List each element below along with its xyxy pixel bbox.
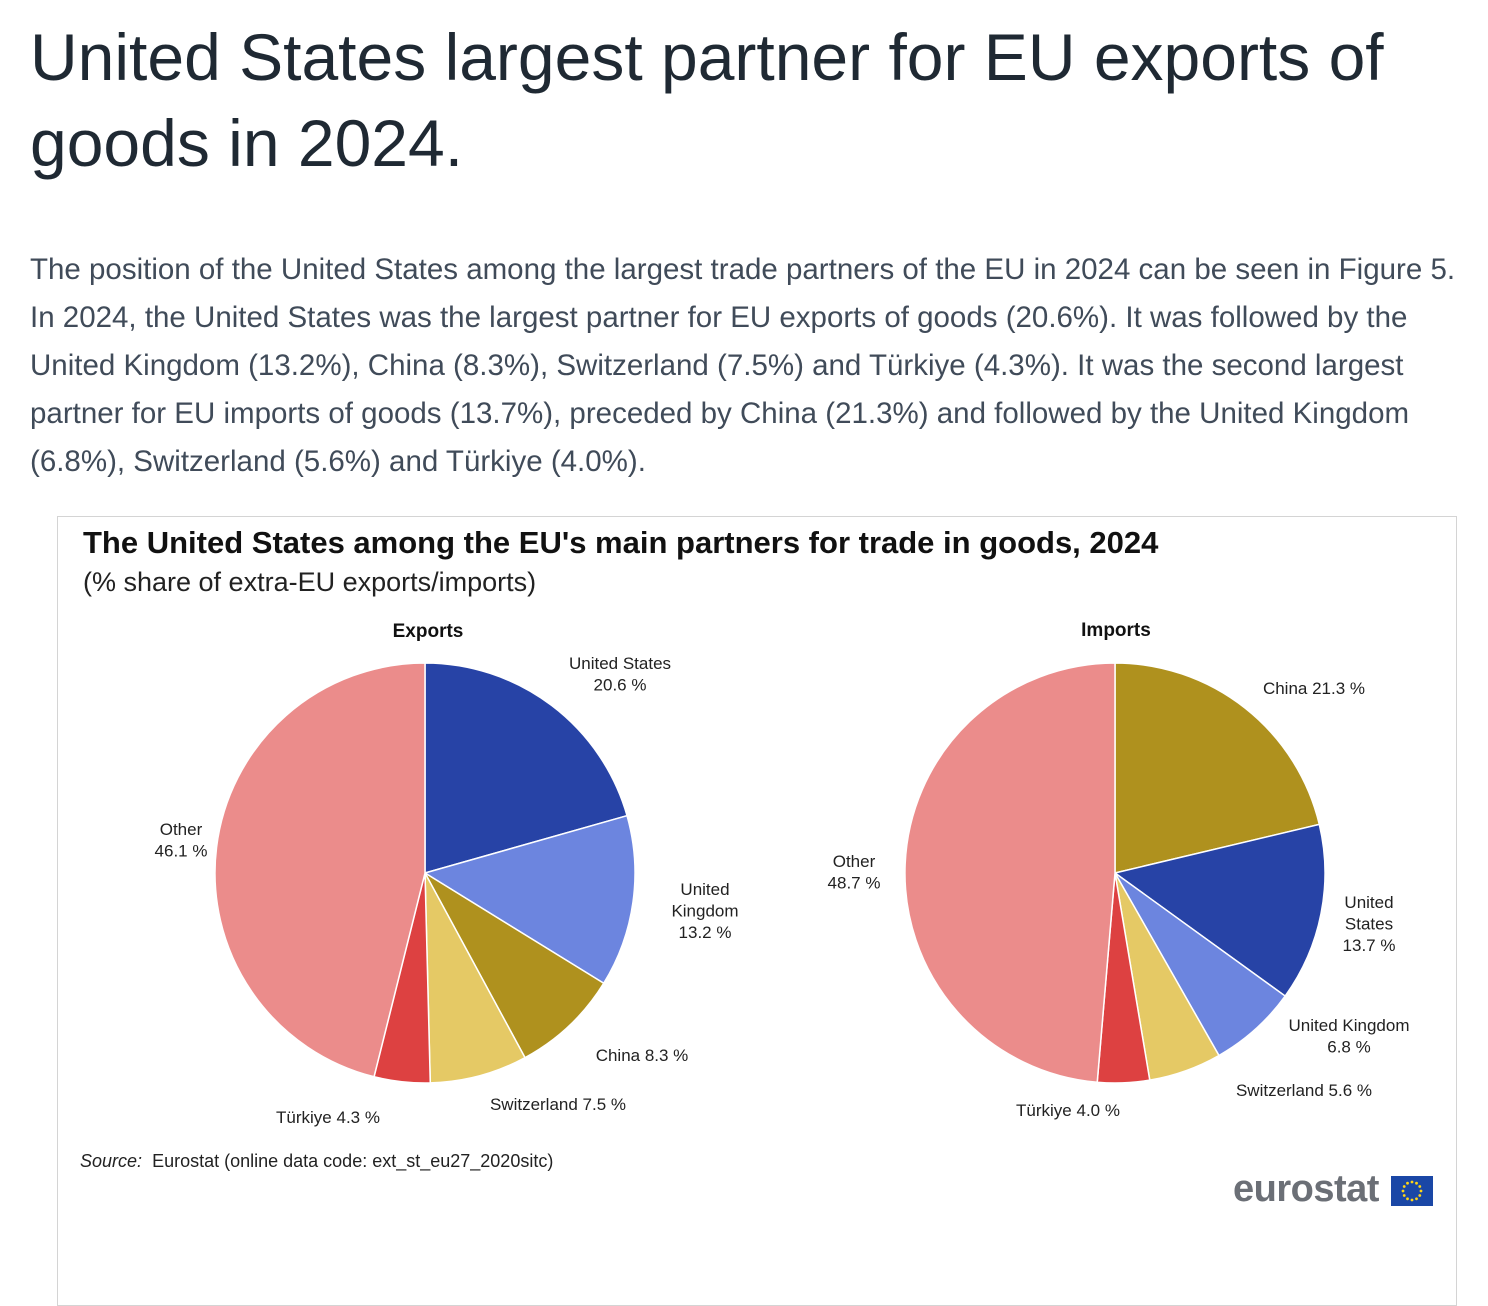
figure-card: The United States among the EU's main pa… <box>57 516 1457 1306</box>
pie-slice-exports-other <box>214 662 426 1078</box>
flag-star <box>1415 1181 1418 1185</box>
flag-star <box>1415 1197 1418 1201</box>
figure-subtitle: (% share of extra-EU exports/imports) <box>83 567 537 597</box>
flag-star <box>1402 1194 1406 1197</box>
eu-flag-icon <box>1391 1176 1433 1206</box>
flag-star <box>1401 1189 1405 1193</box>
flag-star <box>1418 1185 1422 1188</box>
pie-title-imports: Imports <box>1081 620 1151 641</box>
data-label-imports-t-rkiye: Türkiye 4.0 % <box>1016 1101 1120 1120</box>
data-label-exports-united-kingdom: United Kingdom 13.2 % <box>671 880 738 942</box>
flag-star <box>1419 1189 1423 1193</box>
flag-star <box>1406 1197 1409 1201</box>
pie-slice-exports-china <box>423 870 605 1059</box>
flag-star <box>1406 1181 1409 1185</box>
pie-slice-imports-other <box>904 662 1116 1084</box>
pie-charts: Exports United States 20.6 % United Kingdom 1… <box>155 620 1410 1127</box>
intro-paragraph: The position of the United States among … <box>30 253 1456 478</box>
pie-title-exports: Exports <box>393 621 464 642</box>
pie-slice-exports-united-kingdom <box>423 814 636 985</box>
pie-slice-exports-united-states <box>424 662 628 874</box>
data-label-exports-t-rkiye: Türkiye 4.3 % <box>276 1108 380 1127</box>
data-label-exports-switzerland: Switzerland 7.5 % <box>490 1095 626 1114</box>
data-label-imports-other: Other 48.7 % <box>828 852 881 893</box>
flag-star <box>1410 1198 1414 1202</box>
flag-star <box>1410 1180 1414 1184</box>
source-text: Eurostat (online data code: ext_st_eu27_… <box>152 1151 554 1171</box>
flag-star <box>1418 1194 1422 1197</box>
figure-title: The United States among the EU's main pa… <box>83 525 1159 560</box>
data-label-imports-china: China 21.3 % <box>1263 679 1365 698</box>
pie-slice-imports-united-states <box>1113 823 1326 998</box>
page-title: United States largest partner for EU exp… <box>30 20 1384 180</box>
pie-slice-imports-china <box>1114 662 1321 874</box>
data-label-imports-united-states: United States 13.7 % <box>1343 893 1396 955</box>
data-label-exports-china: China 8.3 % <box>596 1046 689 1065</box>
flag-star <box>1402 1185 1406 1188</box>
source-label: Source: <box>80 1151 143 1171</box>
source-note: Source: Eurostat (online data code: ext_… <box>80 1151 553 1172</box>
pie-slice-exports-switzerland <box>424 872 527 1084</box>
logo-text: eurostat <box>1233 1168 1379 1210</box>
data-label-exports-other: Other 46.1 % <box>155 820 208 861</box>
data-label-imports-united-kingdom: United Kingdom 6.8 % <box>1289 1016 1410 1057</box>
data-label-exports-united-states: United States 20.6 % <box>569 654 671 695</box>
data-label-imports-switzerland: Switzerland 5.6 % <box>1236 1081 1372 1100</box>
